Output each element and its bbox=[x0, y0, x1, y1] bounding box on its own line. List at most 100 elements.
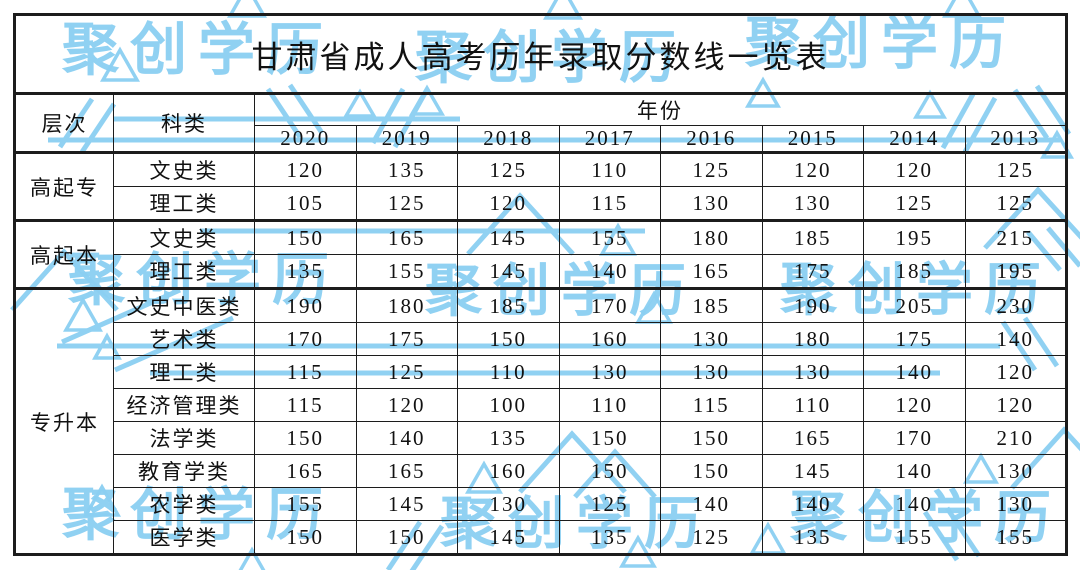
score-cell: 125 bbox=[355, 355, 458, 389]
score-cell: 140 bbox=[558, 254, 661, 289]
score-cell: 150 bbox=[558, 421, 661, 455]
category-cell: 医学类 bbox=[113, 520, 255, 555]
score-cell: 165 bbox=[355, 454, 458, 488]
score-cell: 145 bbox=[457, 219, 560, 255]
year-header: 2019 bbox=[355, 125, 458, 154]
score-cell: 125 bbox=[660, 520, 763, 555]
year-header: 2017 bbox=[558, 125, 661, 154]
score-cell: 150 bbox=[355, 520, 458, 555]
score-cell: 185 bbox=[457, 287, 560, 323]
table-title-row: 甘肃省成人高考历年录取分数线一览表 bbox=[14, 14, 1067, 95]
score-cell: 115 bbox=[660, 388, 763, 422]
category-cell: 教育学类 bbox=[113, 454, 255, 488]
score-cell: 180 bbox=[355, 287, 458, 323]
score-cell: 145 bbox=[457, 254, 560, 289]
table-row: 理工类 135 155 145 140 165 175 185 195 bbox=[15, 254, 1067, 289]
score-cell: 140 bbox=[863, 355, 966, 389]
score-cell: 155 bbox=[254, 487, 357, 521]
score-cell: 170 bbox=[863, 421, 966, 455]
score-cell: 125 bbox=[558, 487, 661, 521]
column-header-category: 科类 bbox=[113, 93, 255, 153]
score-cell: 115 bbox=[254, 388, 357, 422]
table-row: 医学类 150 150 145 135 125 135 155 155 bbox=[15, 520, 1067, 555]
table-row: 教育学类 165 165 160 150 150 145 140 130 bbox=[15, 454, 1067, 488]
table-row: 理工类 115 125 110 130 130 130 140 120 bbox=[15, 355, 1067, 389]
score-cell: 185 bbox=[761, 219, 864, 255]
column-header-level: 层次 bbox=[14, 93, 114, 153]
category-cell: 理工类 bbox=[113, 254, 255, 289]
score-cell: 145 bbox=[457, 520, 560, 555]
score-cell: 120 bbox=[863, 151, 966, 187]
score-cell: 230 bbox=[964, 287, 1067, 323]
score-cell: 135 bbox=[761, 520, 864, 555]
score-cell: 175 bbox=[863, 322, 966, 356]
score-cell: 150 bbox=[254, 421, 357, 455]
score-cell: 120 bbox=[761, 151, 864, 187]
score-cell: 145 bbox=[761, 454, 864, 488]
score-cell: 215 bbox=[964, 219, 1067, 255]
table-row: 经济管理类 115 120 100 110 115 110 120 120 bbox=[15, 388, 1067, 422]
year-header: 2014 bbox=[863, 125, 966, 154]
level-cell: 高起专 bbox=[14, 151, 114, 221]
score-cell: 115 bbox=[254, 355, 357, 389]
score-cell: 140 bbox=[863, 487, 966, 521]
score-cell: 120 bbox=[254, 151, 357, 187]
score-cell: 125 bbox=[457, 151, 560, 187]
score-cell: 130 bbox=[660, 355, 763, 389]
score-cell: 130 bbox=[964, 487, 1067, 521]
category-cell: 文史类 bbox=[113, 219, 255, 255]
score-cell: 140 bbox=[761, 487, 864, 521]
score-cell: 130 bbox=[558, 355, 661, 389]
score-cell: 155 bbox=[558, 219, 661, 255]
score-cell: 190 bbox=[761, 287, 864, 323]
score-cell: 110 bbox=[457, 355, 560, 389]
score-cell: 125 bbox=[964, 186, 1067, 221]
score-cell: 140 bbox=[964, 322, 1067, 356]
score-cell: 205 bbox=[863, 287, 966, 323]
score-cell: 175 bbox=[761, 254, 864, 289]
score-cell: 100 bbox=[457, 388, 560, 422]
scores-table: 甘肃省成人高考历年录取分数线一览表 层次 科类 年份 2020 2019 201… bbox=[13, 13, 1068, 556]
category-cell: 法学类 bbox=[113, 421, 255, 455]
score-cell: 125 bbox=[660, 151, 763, 187]
score-cell: 150 bbox=[558, 454, 661, 488]
score-cell: 170 bbox=[254, 322, 357, 356]
score-cell: 135 bbox=[457, 421, 560, 455]
category-cell: 理工类 bbox=[113, 355, 255, 389]
score-cell: 110 bbox=[761, 388, 864, 422]
table-row: 法学类 150 140 135 150 150 165 170 210 bbox=[15, 421, 1067, 455]
score-cell: 120 bbox=[355, 388, 458, 422]
table-row: 高起专 文史类 120 135 125 110 125 120 120 125 bbox=[14, 151, 1067, 221]
table-row: 高起本 文史类 150 165 145 155 180 185 195 215 bbox=[14, 219, 1067, 289]
score-cell: 130 bbox=[660, 322, 763, 356]
score-cell: 150 bbox=[457, 322, 560, 356]
score-cell: 210 bbox=[964, 421, 1067, 455]
year-header: 2015 bbox=[761, 125, 864, 154]
score-cell: 120 bbox=[457, 186, 560, 221]
score-cell: 140 bbox=[660, 487, 763, 521]
score-cell: 165 bbox=[254, 454, 357, 488]
score-cell: 125 bbox=[355, 186, 458, 221]
year-header: 2013 bbox=[964, 125, 1067, 154]
score-cell: 180 bbox=[761, 322, 864, 356]
score-cell: 160 bbox=[558, 322, 661, 356]
level-cell: 高起本 bbox=[14, 219, 114, 289]
score-cell: 130 bbox=[761, 355, 864, 389]
year-header: 2020 bbox=[254, 125, 357, 154]
score-cell: 140 bbox=[863, 454, 966, 488]
score-cell: 165 bbox=[761, 421, 864, 455]
year-header: 2018 bbox=[457, 125, 560, 154]
year-header: 2016 bbox=[660, 125, 763, 154]
category-cell: 农学类 bbox=[113, 487, 255, 521]
page-title: 甘肃省成人高考历年录取分数线一览表 bbox=[14, 14, 1067, 95]
score-cell: 115 bbox=[558, 186, 661, 221]
score-cell: 135 bbox=[254, 254, 357, 289]
score-cell: 130 bbox=[964, 454, 1067, 488]
score-cell: 120 bbox=[964, 388, 1067, 422]
score-cell: 155 bbox=[863, 520, 966, 555]
score-cell: 195 bbox=[863, 219, 966, 255]
score-cell: 180 bbox=[660, 219, 763, 255]
score-cell: 135 bbox=[355, 151, 458, 187]
score-cell: 175 bbox=[355, 322, 458, 356]
score-cell: 190 bbox=[254, 287, 357, 323]
